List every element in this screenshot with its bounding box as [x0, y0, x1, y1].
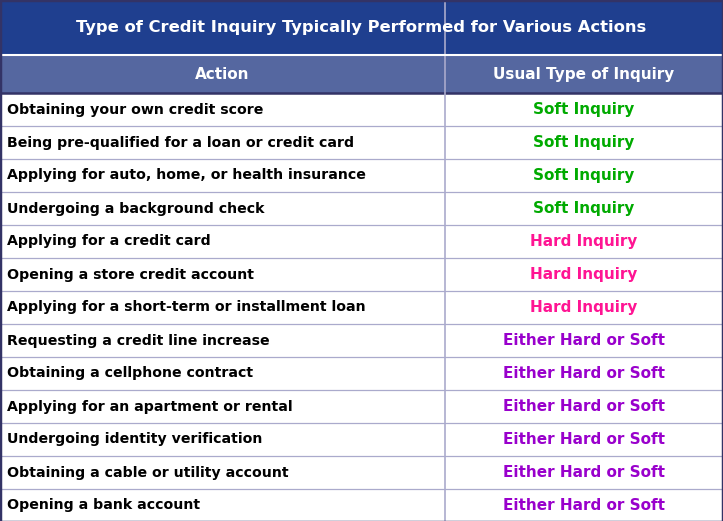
Bar [0, 0, 723, 55]
Bar [0, 126, 723, 159]
Text: Soft Inquiry: Soft Inquiry [533, 168, 635, 183]
Bar [0, 258, 723, 291]
Text: Obtaining a cellphone contract: Obtaining a cellphone contract [7, 366, 253, 380]
Bar [0, 192, 723, 225]
Text: Applying for auto, home, or health insurance: Applying for auto, home, or health insur… [7, 168, 366, 182]
Text: Opening a store credit account: Opening a store credit account [7, 267, 254, 281]
Text: Undergoing a background check: Undergoing a background check [7, 202, 265, 216]
Text: Either Hard or Soft: Either Hard or Soft [502, 366, 665, 381]
Text: Soft Inquiry: Soft Inquiry [533, 135, 635, 150]
Bar [0, 324, 723, 357]
Text: Obtaining your own credit score: Obtaining your own credit score [7, 103, 264, 117]
Bar [0, 291, 723, 324]
Text: Either Hard or Soft: Either Hard or Soft [502, 498, 665, 513]
Text: Applying for a short-term or installment loan: Applying for a short-term or installment… [7, 301, 366, 315]
Text: Opening a bank account: Opening a bank account [7, 499, 200, 513]
Text: Hard Inquiry: Hard Inquiry [530, 267, 638, 282]
Text: Obtaining a cable or utility account: Obtaining a cable or utility account [7, 465, 289, 479]
Text: Either Hard or Soft: Either Hard or Soft [502, 333, 665, 348]
Text: Requesting a credit line increase: Requesting a credit line increase [7, 333, 270, 348]
Text: Hard Inquiry: Hard Inquiry [530, 234, 638, 249]
Text: Applying for a credit card: Applying for a credit card [7, 234, 211, 249]
Bar [0, 489, 723, 521]
Text: Applying for an apartment or rental: Applying for an apartment or rental [7, 400, 293, 414]
Bar [0, 423, 723, 456]
Text: Either Hard or Soft: Either Hard or Soft [502, 399, 665, 414]
Bar [0, 159, 723, 192]
Bar [0, 456, 723, 489]
Bar [0, 93, 723, 126]
Text: Being pre-qualified for a loan or credit card: Being pre-qualified for a loan or credit… [7, 135, 354, 150]
Bar [0, 390, 723, 423]
Text: Undergoing identity verification: Undergoing identity verification [7, 432, 262, 446]
Bar [0, 225, 723, 258]
Bar [0, 55, 723, 93]
Text: Soft Inquiry: Soft Inquiry [533, 201, 635, 216]
Text: Either Hard or Soft: Either Hard or Soft [502, 465, 665, 480]
Text: Usual Type of Inquiry: Usual Type of Inquiry [493, 67, 675, 81]
Text: Soft Inquiry: Soft Inquiry [533, 102, 635, 117]
Text: Action: Action [195, 67, 249, 81]
Text: Type of Credit Inquiry Typically Performed for Various Actions: Type of Credit Inquiry Typically Perform… [77, 20, 646, 35]
Text: Either Hard or Soft: Either Hard or Soft [502, 432, 665, 447]
Text: Hard Inquiry: Hard Inquiry [530, 300, 638, 315]
Bar [0, 357, 723, 390]
